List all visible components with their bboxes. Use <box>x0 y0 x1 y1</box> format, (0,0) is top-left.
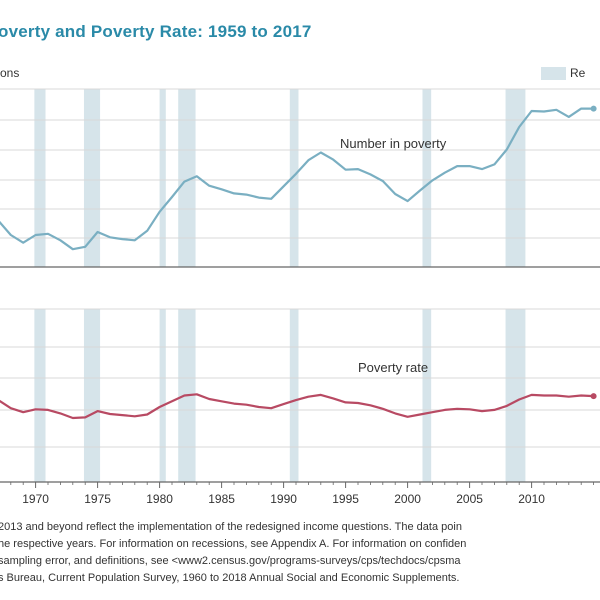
recession-band-top-5 <box>422 89 432 267</box>
recession-band-bottom-1 <box>83 309 101 482</box>
chart-source: s Bureau, Current Population Survey, 196… <box>0 572 460 584</box>
x-tick-label-2005: 2005 <box>456 492 483 506</box>
recession-band-bottom-4 <box>289 309 299 482</box>
recession-band-top-0 <box>34 89 46 267</box>
x-tick-label-2010: 2010 <box>518 492 545 506</box>
series-annotation-number: Number in poverty <box>340 136 447 151</box>
recession-band-bottom-2 <box>159 309 166 482</box>
recession-band-top-2 <box>159 89 166 267</box>
recession-band-top-1 <box>83 89 101 267</box>
x-tick-label-1995: 1995 <box>332 492 359 506</box>
recession-band-bottom-0 <box>34 309 46 482</box>
series-end-marker-rate <box>590 393 597 400</box>
legend-recession-swatch <box>541 66 566 80</box>
legend-label: Re <box>570 66 586 80</box>
series-line-number <box>0 107 594 251</box>
note-line-2: he respective years. For information on … <box>0 538 467 550</box>
recession-band-bottom-6 <box>505 309 526 482</box>
x-tick-label-2000: 2000 <box>394 492 421 506</box>
chart-notes: 2013 and beyond reflect the implementati… <box>0 519 600 570</box>
recession-band-top-6 <box>505 89 526 267</box>
recession-band-bottom-5 <box>422 309 432 482</box>
series-line-rate <box>0 393 594 420</box>
note-line-3: sampling error, and definitions, see <ww… <box>0 555 461 567</box>
legend: Re <box>541 66 585 80</box>
recession-band-top-3 <box>178 89 196 267</box>
note-line-1: 2013 and beyond reflect the implementati… <box>0 521 462 533</box>
x-tick-label-1975: 1975 <box>84 492 111 506</box>
chart-title: overty and Poverty Rate: 1959 to 2017 <box>0 22 312 41</box>
x-tick-label-1970: 1970 <box>22 492 49 506</box>
x-tick-label-1985: 1985 <box>208 492 235 506</box>
x-tick-label-1980: 1980 <box>146 492 173 506</box>
recession-band-top-4 <box>289 89 299 267</box>
series-annotation-rate: Poverty rate <box>358 360 428 375</box>
units-label: ons <box>0 66 20 80</box>
x-tick-label-1990: 1990 <box>270 492 297 506</box>
series-end-marker-number <box>590 105 597 112</box>
